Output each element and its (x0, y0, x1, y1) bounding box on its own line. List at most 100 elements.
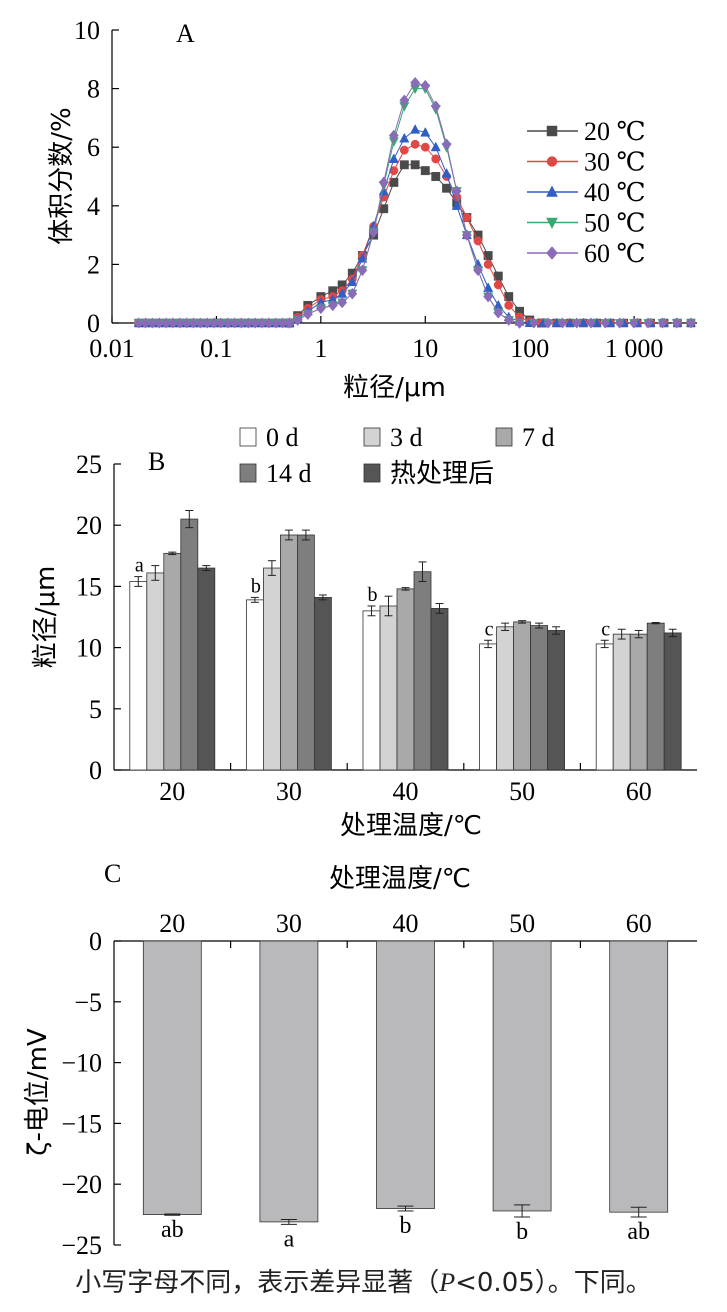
data-point (600, 317, 610, 329)
series-4 (133, 76, 696, 329)
bar (362, 610, 381, 771)
bar (513, 621, 531, 771)
data-point (671, 317, 682, 329)
data-point (147, 317, 158, 329)
data-point (236, 317, 247, 329)
data-point (302, 308, 313, 321)
y-tick-label: 20 (76, 511, 102, 540)
x-tick-label: 50 (509, 909, 535, 938)
data-point (277, 317, 288, 329)
data-point (357, 252, 368, 263)
data-point (557, 317, 568, 329)
legend-label: 14 d (266, 459, 312, 488)
bar (262, 567, 281, 771)
data-point (571, 317, 582, 329)
data-point (430, 100, 441, 113)
panel-label: B (148, 447, 165, 476)
bar (376, 940, 435, 1209)
data-point (629, 317, 639, 329)
data-point (378, 176, 389, 189)
y-axis-label: 体积分数/% (47, 107, 77, 244)
data-point (399, 132, 410, 143)
legend-label: 热处理后 (390, 459, 494, 489)
significance-label: a (284, 1226, 295, 1252)
data-point (410, 76, 421, 89)
legend-swatch (363, 463, 381, 483)
data-point (483, 259, 493, 269)
legend-label: 60 ℃ (584, 239, 646, 268)
x-tick-label: 30 (276, 909, 302, 938)
y-tick-label: 5 (89, 695, 102, 724)
bar (413, 571, 432, 771)
data-point (209, 317, 219, 329)
caption-pre: 小写字母不同，表示差异显著（ (75, 1268, 440, 1298)
y-tick-label: 0 (89, 927, 102, 956)
y-tick-label: −25 (61, 1231, 102, 1260)
data-point (614, 317, 625, 329)
data-point (154, 317, 164, 329)
data-point (451, 200, 462, 210)
data-point (543, 317, 553, 329)
bar (146, 572, 165, 771)
data-point (430, 141, 441, 152)
bar (163, 552, 182, 771)
data-point (175, 317, 185, 329)
legend-swatch (239, 427, 257, 447)
data-point (441, 138, 452, 151)
bar (379, 605, 398, 771)
significance-label: ab (161, 1217, 184, 1243)
legend-label: 7 d (522, 423, 555, 452)
x-tick-label: 60 (626, 777, 652, 806)
data-point (315, 302, 326, 315)
x-tick-label: 0.1 (200, 334, 233, 363)
significance-label: b (368, 584, 378, 606)
data-point (388, 153, 399, 163)
y-tick-label: 10 (76, 634, 102, 663)
data-point (504, 300, 514, 310)
bar (296, 534, 315, 771)
data-point (202, 317, 212, 329)
chart-panel-a: 0 2 4 6 8 10 0.01 0.1 1 10 100 1 000 粒径/μm 体积分数/% A 20 … (47, 16, 697, 403)
significance-label: c (485, 618, 494, 640)
bar (612, 633, 631, 771)
y-tick-label: −15 (61, 1109, 102, 1138)
caption-post: <0.05）。下同。 (455, 1268, 652, 1298)
significance-label: b (516, 1219, 528, 1245)
data-point (337, 296, 348, 309)
significance-label: ab (627, 1219, 650, 1245)
x-tick-label: 10 (412, 334, 438, 363)
data-point (399, 94, 410, 107)
significance-label: b (400, 1213, 412, 1239)
data-point (493, 280, 503, 290)
data-point (420, 166, 430, 176)
data-point (410, 160, 420, 170)
y-tick-label: 4 (87, 192, 100, 221)
bar (595, 643, 614, 771)
data-point (347, 276, 358, 287)
data-point (257, 317, 267, 329)
data-point (188, 317, 199, 329)
data-point (264, 317, 274, 329)
x-axis-label: 处理温度/℃ (329, 864, 471, 894)
data-point (270, 317, 281, 329)
legend-swatch (239, 463, 257, 483)
legend-swatch (363, 427, 381, 447)
series-line (289, 82, 520, 324)
data-point (483, 290, 494, 303)
legend-marker (546, 125, 558, 137)
panel-label: C (104, 859, 121, 888)
bar (496, 626, 515, 771)
bar (646, 622, 665, 771)
data-point (473, 264, 483, 277)
chart-panel-c: 0 −5 −10 −15 −20 −25 20 30 40 50 60 处理温度/℃ ζ-电位/mV Ca… (23, 859, 697, 1260)
data-point (410, 139, 420, 149)
y-axis-label: ζ-电位/mV (23, 1028, 53, 1156)
data-point (327, 299, 338, 312)
significance-label: b (251, 575, 261, 597)
significance-label: c (601, 618, 610, 640)
x-tick-label: 40 (393, 777, 419, 806)
significance-label: a (135, 555, 144, 577)
x-axis-label: 粒径/μm (343, 373, 446, 403)
data-point (388, 129, 399, 142)
